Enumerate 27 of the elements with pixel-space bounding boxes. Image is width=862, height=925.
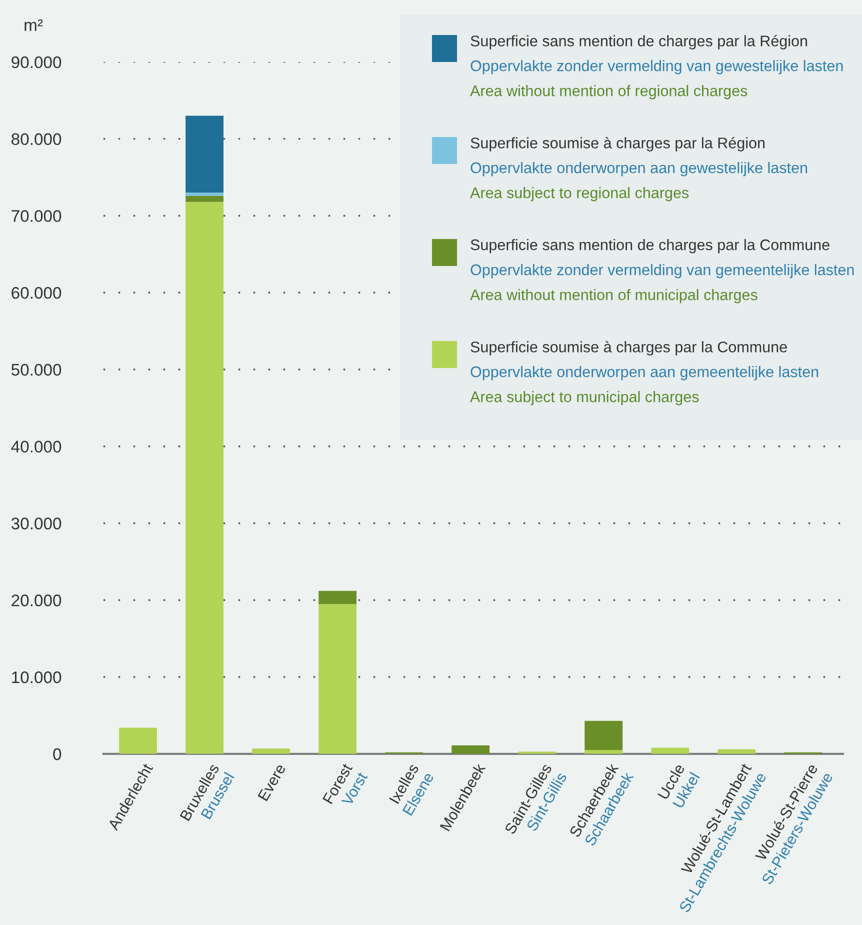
legend-label: Superficie sans mention de charges par la Commune Oppervlakte zonder vermelding van gemeentelijke lasten Area without mention of municipal charges — [470, 239, 854, 304]
y-tick-label: 70.000 — [12, 210, 62, 222]
bar — [318, 604, 357, 754]
bar — [584, 750, 623, 754]
bar — [186, 196, 224, 202]
y-tick-label: 0 — [53, 748, 62, 760]
bar — [119, 728, 157, 754]
bar — [186, 202, 224, 754]
y-tick-label: 20.000 — [12, 594, 62, 606]
y-tick-label: 10.000 — [12, 671, 62, 684]
legend-label: Superficie soumise à charges par la Commune Oppervlakte onderworpen aan gemeentelijke lasten Area subject to municipal charges — [470, 341, 818, 406]
y-tick-label: 40.000 — [11, 440, 62, 453]
y-axis-title: m² — [24, 19, 43, 31]
bar — [186, 192, 224, 196]
y-tick-label: 80.000 — [12, 133, 62, 146]
bar — [186, 116, 224, 193]
bar — [651, 748, 690, 754]
bar — [252, 748, 290, 754]
bar — [318, 590, 357, 604]
y-tick-label: 60.000 — [12, 287, 62, 299]
bar — [452, 745, 490, 754]
legend-label: Superficie soumise à charges par la Région Oppervlakte onderworpen aan gewestelijke lasten Area subject to regional charges — [470, 137, 808, 202]
y-tick-label: 30.000 — [11, 518, 62, 530]
y-tick-label: 50.000 — [11, 364, 62, 376]
bar — [584, 720, 623, 750]
y-tick-label: 90.000 — [12, 56, 62, 68]
legend-label: Superficie sans mention de charges par la Région Oppervlakte zonder vermelding van gewestelijke lasten Area without mention of regional charges — [470, 35, 843, 100]
